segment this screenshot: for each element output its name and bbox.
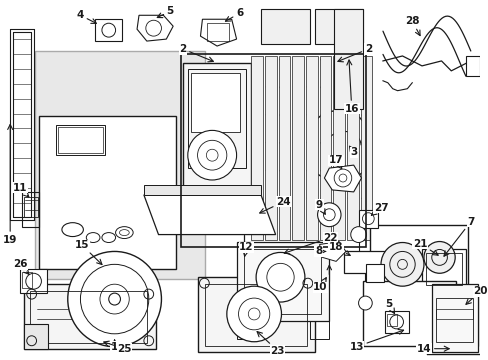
Bar [261, 9, 309, 44]
Bar [363, 281, 455, 346]
Bar [425, 253, 461, 285]
Text: 2: 2 [179, 44, 213, 62]
Bar [421, 249, 465, 289]
Circle shape [358, 296, 371, 310]
Text: 16: 16 [344, 60, 358, 113]
Text: 26: 26 [13, 259, 29, 274]
Text: 11: 11 [13, 183, 29, 197]
Text: 3: 3 [349, 146, 357, 157]
Text: 21: 21 [412, 239, 437, 255]
Text: 19: 19 [3, 125, 18, 244]
Bar [187, 69, 246, 168]
Bar [292, 56, 304, 239]
Bar [85, 257, 143, 312]
Text: 22: 22 [284, 233, 337, 254]
Bar [24, 284, 155, 349]
Text: 28: 28 [404, 16, 419, 36]
Bar [24, 324, 48, 349]
Bar [346, 56, 358, 239]
Polygon shape [319, 242, 345, 261]
Polygon shape [324, 165, 361, 192]
Bar [22, 192, 40, 227]
Text: 23: 23 [257, 332, 284, 356]
Bar [205, 284, 306, 346]
Text: 27: 27 [370, 203, 387, 215]
Bar [190, 73, 239, 132]
Text: 24: 24 [259, 197, 290, 213]
Bar [465, 56, 479, 76]
Text: 12: 12 [239, 243, 253, 256]
Bar [360, 56, 371, 239]
Bar [22, 272, 32, 288]
Circle shape [256, 252, 305, 302]
Text: 14: 14 [416, 344, 448, 354]
Bar [264, 56, 276, 239]
Bar [384, 311, 408, 333]
Bar [251, 56, 263, 239]
Text: 2: 2 [337, 44, 371, 62]
Text: 10: 10 [313, 278, 327, 292]
Bar [40, 116, 176, 269]
Text: 9: 9 [315, 200, 325, 214]
Text: 13: 13 [348, 329, 403, 352]
Bar [431, 284, 477, 352]
Bar [343, 251, 411, 273]
Bar [358, 210, 377, 228]
Polygon shape [143, 195, 275, 235]
Bar [197, 277, 314, 352]
Text: 5: 5 [157, 6, 174, 18]
Circle shape [350, 227, 366, 243]
Bar [236, 242, 328, 321]
Circle shape [68, 251, 161, 347]
Bar [366, 264, 383, 282]
Polygon shape [137, 15, 173, 41]
Bar [181, 54, 366, 247]
Text: 4: 4 [77, 10, 96, 23]
Bar [435, 298, 472, 342]
Text: 25: 25 [103, 341, 131, 354]
Circle shape [423, 242, 454, 273]
Text: 7: 7 [443, 217, 473, 256]
Bar [207, 23, 228, 41]
Bar [332, 56, 344, 239]
Text: 17: 17 [328, 155, 343, 169]
Circle shape [187, 130, 236, 180]
Text: 8: 8 [314, 247, 325, 256]
Bar [58, 127, 102, 153]
Bar [183, 63, 251, 231]
Text: 1: 1 [111, 340, 118, 352]
Polygon shape [143, 185, 261, 195]
Bar [314, 9, 363, 44]
Text: 6: 6 [225, 8, 243, 21]
Bar [333, 9, 363, 109]
Text: 20: 20 [465, 286, 487, 304]
Bar [319, 56, 330, 239]
Bar [369, 225, 467, 304]
Bar [435, 309, 472, 319]
Text: 18: 18 [328, 243, 349, 256]
Bar [305, 56, 317, 239]
Bar [24, 197, 38, 217]
Bar [35, 51, 205, 279]
Bar [95, 19, 122, 41]
Text: 15: 15 [75, 240, 102, 265]
Bar [30, 291, 146, 343]
Circle shape [380, 243, 423, 286]
Bar [20, 269, 47, 293]
Bar [386, 314, 396, 326]
Bar [244, 249, 320, 314]
Bar [431, 294, 477, 346]
Circle shape [317, 203, 340, 227]
Circle shape [226, 286, 281, 342]
Polygon shape [200, 19, 236, 46]
Text: 5: 5 [385, 299, 394, 314]
Bar [278, 56, 290, 239]
